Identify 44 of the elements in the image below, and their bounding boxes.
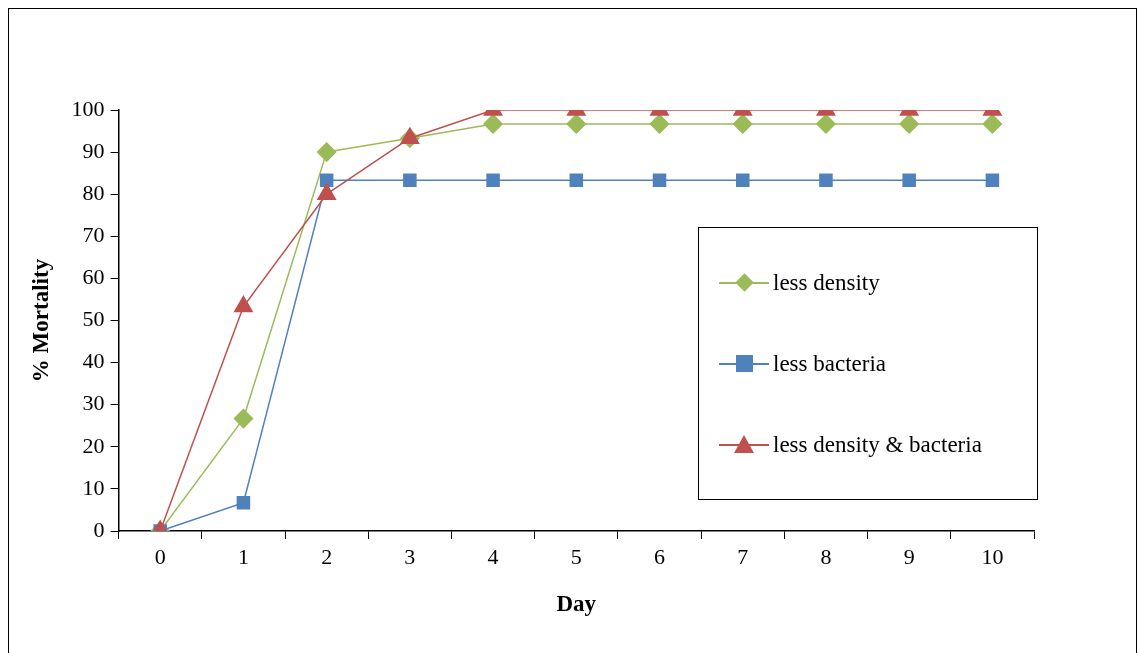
y-tick-label: 80 bbox=[82, 179, 105, 205]
point bbox=[483, 114, 503, 134]
point bbox=[486, 173, 500, 188]
x-tick-label: 7 bbox=[737, 543, 749, 569]
legend-label: less density & bacteria bbox=[773, 431, 982, 458]
point bbox=[566, 114, 587, 134]
y-tick-label: 30 bbox=[82, 390, 105, 416]
point bbox=[982, 114, 1003, 134]
point bbox=[816, 114, 836, 134]
point bbox=[234, 295, 253, 313]
point bbox=[732, 114, 753, 134]
x-tick-label: 2 bbox=[321, 543, 333, 569]
y-axis-title: % Mortality bbox=[27, 258, 53, 383]
x-tick-label: 5 bbox=[570, 543, 582, 569]
point bbox=[652, 173, 667, 188]
point bbox=[735, 173, 750, 188]
point bbox=[569, 173, 584, 188]
x-tick-label: 4 bbox=[487, 543, 499, 569]
y-tick-label: 60 bbox=[82, 264, 105, 290]
x-tick-label: 6 bbox=[654, 543, 666, 569]
point bbox=[403, 173, 417, 188]
x-axis-title: Day bbox=[556, 591, 597, 617]
y-tick-label: 90 bbox=[82, 137, 105, 163]
point bbox=[649, 114, 670, 134]
x-tick-label: 3 bbox=[404, 543, 416, 569]
y-tick-label: 10 bbox=[82, 474, 105, 500]
y-tick-label: 50 bbox=[82, 306, 105, 332]
y-tick-label: 0 bbox=[93, 516, 105, 542]
y-tick-label: 20 bbox=[82, 432, 105, 458]
x-tick-label: 8 bbox=[820, 543, 832, 569]
point bbox=[819, 173, 833, 188]
y-tick-label: 40 bbox=[82, 348, 105, 374]
y-tick-label: 100 bbox=[71, 95, 105, 121]
point bbox=[902, 173, 916, 188]
x-tick-label: 10 bbox=[981, 543, 1004, 569]
legend-label: less bacteria bbox=[773, 350, 887, 377]
y-tick-label: 70 bbox=[82, 222, 105, 248]
x-tick-label: 1 bbox=[237, 543, 249, 569]
x-tick-label: 0 bbox=[154, 543, 166, 569]
legend-label: less density bbox=[773, 269, 880, 296]
point bbox=[316, 142, 337, 162]
point bbox=[985, 173, 1000, 188]
point bbox=[899, 114, 919, 134]
x-tick-label: 9 bbox=[903, 543, 915, 569]
